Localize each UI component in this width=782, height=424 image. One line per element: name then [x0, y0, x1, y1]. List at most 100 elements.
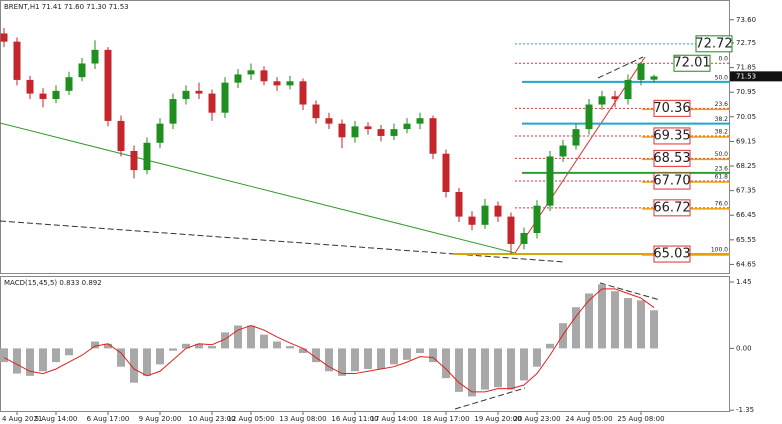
price-marker-label: 71.53	[736, 72, 756, 80]
y-tick-label: 67.35	[736, 187, 756, 195]
histogram-bar	[468, 348, 476, 397]
candle-body	[312, 104, 320, 119]
candle-body	[650, 76, 658, 80]
candle-body	[377, 129, 385, 136]
candle-body	[364, 126, 372, 130]
macd-frame	[0, 276, 730, 412]
y-tick-label: 64.65	[736, 260, 756, 268]
y-tick-label: 1.45	[736, 278, 752, 286]
trend-line	[597, 56, 644, 79]
histogram-bar	[533, 348, 541, 367]
trend-line	[0, 220, 566, 263]
y-tick-label: 73.60	[736, 16, 756, 24]
candle-body	[403, 123, 411, 130]
price-marker	[730, 71, 782, 82]
histogram-bar	[546, 343, 554, 349]
histogram-bar	[156, 348, 164, 365]
y-tick-label: 0.00	[736, 344, 752, 352]
histogram-bar	[338, 348, 346, 376]
histogram-bar	[26, 348, 34, 376]
histogram-bar	[130, 348, 138, 383]
histogram-bar	[260, 334, 268, 349]
fib-ratio: 0.0	[718, 56, 728, 63]
candle-body	[143, 142, 151, 171]
fib-label: 72.01	[673, 56, 710, 71]
candle-body	[585, 104, 593, 130]
fib-box	[673, 54, 711, 72]
candle-body	[65, 77, 73, 91]
candle-body	[624, 79, 632, 100]
indicator-title: MACD(15,45,5) 0.833 0.892	[4, 279, 102, 287]
candle-body	[91, 49, 99, 64]
histogram-bar	[650, 310, 658, 349]
histogram-bar	[208, 346, 216, 349]
candle-body	[546, 156, 554, 206]
histogram-bar	[221, 332, 229, 349]
histogram-bar	[351, 348, 359, 372]
candle-body	[481, 205, 489, 225]
candle-body	[0, 33, 8, 42]
candle-body	[117, 120, 125, 151]
candle-body	[533, 205, 541, 233]
candle-body	[598, 96, 606, 105]
histogram-bar	[273, 341, 281, 349]
histogram-bar	[13, 348, 21, 374]
fib-box	[653, 127, 691, 145]
histogram-bar	[234, 325, 242, 349]
candle-body	[52, 90, 60, 100]
histogram-bar	[143, 348, 151, 376]
candle-body	[611, 96, 619, 100]
histogram-bar	[325, 348, 333, 372]
candle-body	[468, 216, 476, 225]
histogram-bar	[39, 348, 47, 372]
candle-body	[260, 70, 268, 82]
candle-body	[273, 81, 281, 86]
histogram-bar	[52, 348, 60, 363]
candle-body	[455, 191, 463, 217]
fib-box	[653, 199, 691, 217]
candle-body	[494, 205, 502, 217]
signal-line	[3, 288, 655, 393]
fib-box	[653, 172, 691, 190]
candle-body	[26, 79, 34, 94]
candle-body	[351, 126, 359, 138]
candle-body	[234, 74, 242, 83]
histogram-bar	[585, 293, 593, 349]
histogram-bar	[195, 343, 203, 349]
x-tick-label: 20 Aug 23:00	[513, 415, 560, 423]
fib-label: 65.03	[653, 247, 690, 262]
x-tick-label: 16 Aug 11:00	[331, 415, 378, 423]
histogram-bar	[494, 348, 502, 388]
histogram-bar	[455, 348, 463, 392]
y-tick-label: 69.15	[736, 137, 756, 145]
candle-body	[442, 153, 450, 192]
trend-line	[0, 122, 516, 254]
histogram-bar	[624, 298, 632, 349]
candle-body	[156, 123, 164, 143]
fib-box	[695, 35, 733, 53]
fib-box	[653, 245, 691, 263]
x-tick-label: 13 Aug 08:00	[279, 415, 326, 423]
histogram-bar	[390, 348, 398, 365]
candle-body	[338, 123, 346, 138]
histogram-bar	[377, 348, 385, 369]
fib-ratio: 38.2	[715, 116, 729, 123]
fib-label: 70.36	[653, 101, 690, 116]
x-tick-label: 4 Aug 2021	[2, 415, 42, 423]
fib-ratio: 76.0	[715, 200, 729, 207]
histogram-bar	[442, 348, 450, 379]
histogram-bar	[312, 348, 320, 363]
histogram-bar	[559, 323, 567, 349]
fib-ratio: 50.0	[715, 151, 729, 158]
x-tick-label: 9 Aug 20:00	[139, 415, 182, 423]
fib-label: 72.72	[695, 36, 732, 51]
x-tick-label: 25 Aug 08:00	[617, 415, 664, 423]
histogram-bar	[429, 348, 437, 363]
y-tick-label: 66.45	[736, 211, 756, 219]
y-tick-label: -1.35	[736, 406, 754, 414]
chart-title: BRENT,H1 71.41 71.60 71.30 71.53	[4, 3, 129, 11]
histogram-bar	[481, 348, 489, 390]
x-tick-label: 24 Aug 05:00	[565, 415, 612, 423]
y-tick-label: 70.95	[736, 88, 756, 96]
candle-body	[104, 49, 112, 121]
